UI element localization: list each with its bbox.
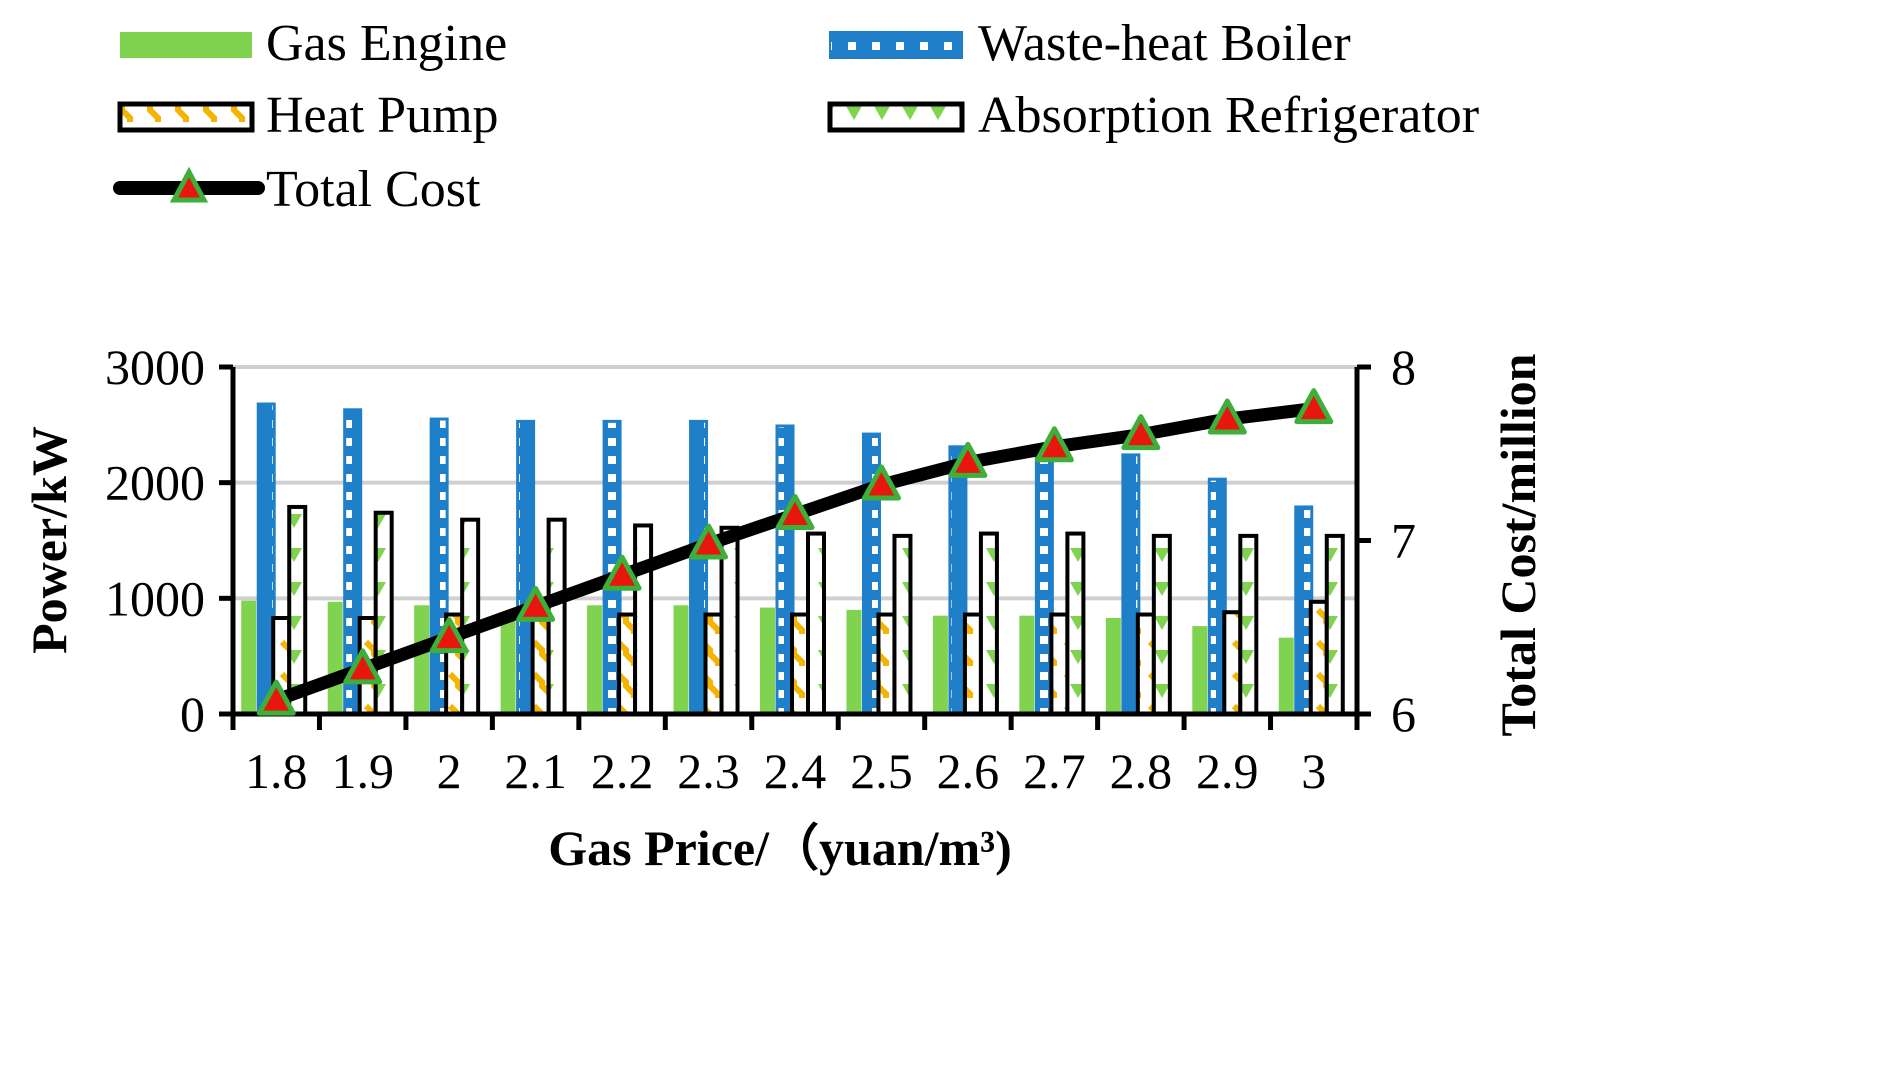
legend-label-total-cost: Total Cost xyxy=(266,161,481,218)
bar-heat-pump xyxy=(617,612,638,717)
y-tick-label: 3000 xyxy=(105,339,205,395)
bar-absorption-refrigerator xyxy=(460,517,481,716)
legend-label-waste-heat-boiler: Waste-heat Boiler xyxy=(978,15,1351,72)
bar-heat-pump xyxy=(1049,612,1070,717)
bar-absorption-refrigerator xyxy=(978,531,999,716)
bar-heat-pump xyxy=(962,612,983,717)
bar-heat-pump xyxy=(1222,610,1243,716)
bar-heat-pump xyxy=(703,612,724,717)
total-cost-marker xyxy=(861,464,901,501)
bar-gas-engine xyxy=(1019,615,1035,714)
legend: Gas Engine Waste-heat Boiler Heat Pump A… xyxy=(113,15,1479,218)
x-tick-label: 2.6 xyxy=(937,743,1000,799)
total-cost-marker xyxy=(602,554,642,591)
y-axis-title: Power/kW xyxy=(21,426,77,654)
bar-gas-engine xyxy=(932,615,948,714)
total-cost-marker xyxy=(1034,426,1074,463)
x-tick-label: 2.8 xyxy=(1110,743,1173,799)
x-tick-label: 3 xyxy=(1301,743,1326,799)
total-cost-marker xyxy=(689,523,729,560)
bar-absorption-refrigerator xyxy=(1238,533,1259,717)
x-tick-label: 1.8 xyxy=(245,743,308,799)
bar-absorption-refrigerator xyxy=(633,523,654,716)
bar-absorption-refrigerator xyxy=(892,533,913,717)
y-tick-label: 1000 xyxy=(105,570,205,626)
total-cost-marker xyxy=(948,441,988,478)
x-tick-label: 2.7 xyxy=(1023,743,1086,799)
legend-item-waste-heat-boiler: Waste-heat Boiler xyxy=(829,15,1351,72)
total-cost-marker xyxy=(256,679,296,716)
y2-tick-label: 7 xyxy=(1391,513,1416,569)
bar-heat-pump xyxy=(1308,599,1329,717)
legend-swatch-heat-pump xyxy=(117,101,255,133)
bar-absorption-refrigerator xyxy=(1065,531,1086,716)
legend-label-absorption-refrigerator: Absorption Refrigerator xyxy=(978,87,1479,144)
bar-heat-pump xyxy=(790,612,810,717)
x-tick-label: 2.2 xyxy=(591,743,654,799)
bar-gas-engine xyxy=(500,617,516,714)
bar-heat-pump xyxy=(530,612,551,717)
legend-item-total-cost: Total Cost xyxy=(113,161,481,218)
y2-tick-label: 8 xyxy=(1391,339,1416,395)
legend-marker-total-cost xyxy=(169,166,209,203)
y2-tick-label: 6 xyxy=(1391,686,1416,742)
y-tick-label: 2000 xyxy=(105,455,205,511)
bar-gas-engine xyxy=(1192,626,1208,714)
legend-item-heat-pump: Heat Pump xyxy=(117,87,499,144)
x-tick-label: 2.9 xyxy=(1196,743,1259,799)
total-cost-marker xyxy=(1121,414,1161,451)
x-tick-label: 2.4 xyxy=(764,743,827,799)
legend-item-absorption-refrigerator: Absorption Refrigerator xyxy=(827,87,1479,144)
bar-absorption-refrigerator xyxy=(1324,533,1345,717)
legend-swatch-gas-engine xyxy=(120,32,252,58)
total-cost-marker xyxy=(1294,388,1334,425)
bar-gas-engine xyxy=(327,601,343,714)
bar-gas-engine xyxy=(760,607,775,714)
bar-absorption-refrigerator xyxy=(1151,533,1172,717)
legend-swatch-waste-heat-boiler xyxy=(829,31,963,59)
bar-heat-pump xyxy=(876,612,897,717)
bar-gas-engine xyxy=(414,605,430,714)
x-tick-label: 2 xyxy=(437,743,462,799)
bar-absorption-refrigerator xyxy=(806,531,826,716)
bar-absorption-refrigerator xyxy=(287,504,308,716)
x-tick-label: 2.5 xyxy=(850,743,913,799)
bar-gas-engine xyxy=(241,600,257,714)
x-tick-label: 2.1 xyxy=(504,743,567,799)
x-axis-title: Gas Price/（yuan/m³) xyxy=(548,820,1012,876)
bar-gas-engine xyxy=(587,605,603,714)
axes xyxy=(219,364,1371,730)
tick-labels: 0 1000 2000 3000 6 7 8 1.8 1.9 2 2.1 2.2 2.3 2.4 2.5 2.… xyxy=(105,339,1416,799)
bar-heat-pump xyxy=(1135,612,1156,717)
bar-gas-engine xyxy=(673,605,689,714)
y-tick-label: 0 xyxy=(180,686,205,742)
total-cost-marker xyxy=(775,493,815,530)
x-tick-label: 2.3 xyxy=(677,743,740,799)
legend-label-gas-engine: Gas Engine xyxy=(266,15,507,72)
total-cost-marker xyxy=(516,585,556,622)
bar-gas-engine xyxy=(1105,617,1121,714)
gridlines xyxy=(233,365,1357,601)
bar-gas-engine xyxy=(1278,637,1294,714)
total-cost-marker xyxy=(343,648,383,685)
total-cost-marker xyxy=(1207,398,1247,435)
total-cost-marker xyxy=(429,617,469,654)
x-tick-label: 1.9 xyxy=(331,743,394,799)
legend-label-heat-pump: Heat Pump xyxy=(266,87,499,144)
y2-axis-title: Total Cost/million xyxy=(1490,353,1546,736)
legend-swatch-absorption-refrigerator xyxy=(827,101,965,133)
bar-gas-engine xyxy=(846,609,862,714)
total-cost-line-group xyxy=(256,388,1334,716)
bars xyxy=(241,402,1345,717)
legend-item-gas-engine: Gas Engine xyxy=(120,15,507,72)
